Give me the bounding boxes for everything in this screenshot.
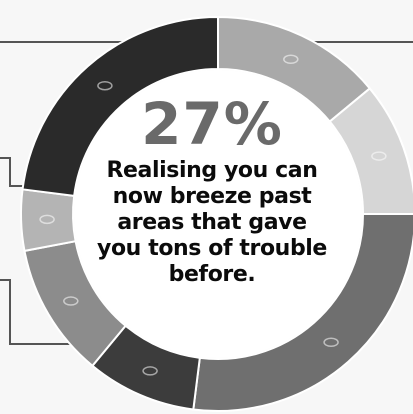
slice-markers — [39, 54, 387, 376]
highlight-caption: Realising you can now breeze past areas … — [97, 158, 327, 287]
slice-marker-6 — [39, 214, 55, 225]
donut-slice-2 — [328, 87, 413, 215]
leader-line-5 — [0, 279, 74, 345]
slice-marker-4 — [142, 366, 158, 376]
donut-slice-6 — [20, 188, 77, 253]
slice-marker-1 — [283, 54, 299, 65]
donut-center — [74, 70, 362, 358]
center-label: 27% Realising you can now breeze past ar… — [92, 92, 332, 288]
slice-marker-2 — [371, 151, 387, 161]
highlight-percent: 27% — [141, 90, 283, 158]
slice-marker-5 — [63, 296, 79, 306]
donut-slice-7 — [21, 15, 219, 197]
slice-marker-7 — [97, 80, 113, 91]
slice-marker-3 — [323, 337, 339, 348]
